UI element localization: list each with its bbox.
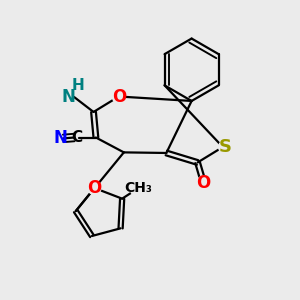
Circle shape <box>130 180 147 196</box>
Circle shape <box>88 182 101 195</box>
Text: O: O <box>196 174 211 192</box>
Circle shape <box>197 176 210 189</box>
Text: CH₃: CH₃ <box>124 181 152 195</box>
Text: C: C <box>71 130 82 145</box>
Circle shape <box>112 90 125 103</box>
Text: S: S <box>219 138 232 156</box>
Text: O: O <box>112 88 126 106</box>
Text: N: N <box>54 129 68 147</box>
Text: H: H <box>71 78 84 93</box>
Text: N: N <box>62 88 76 106</box>
Text: O: O <box>87 179 101 197</box>
Circle shape <box>219 140 232 154</box>
